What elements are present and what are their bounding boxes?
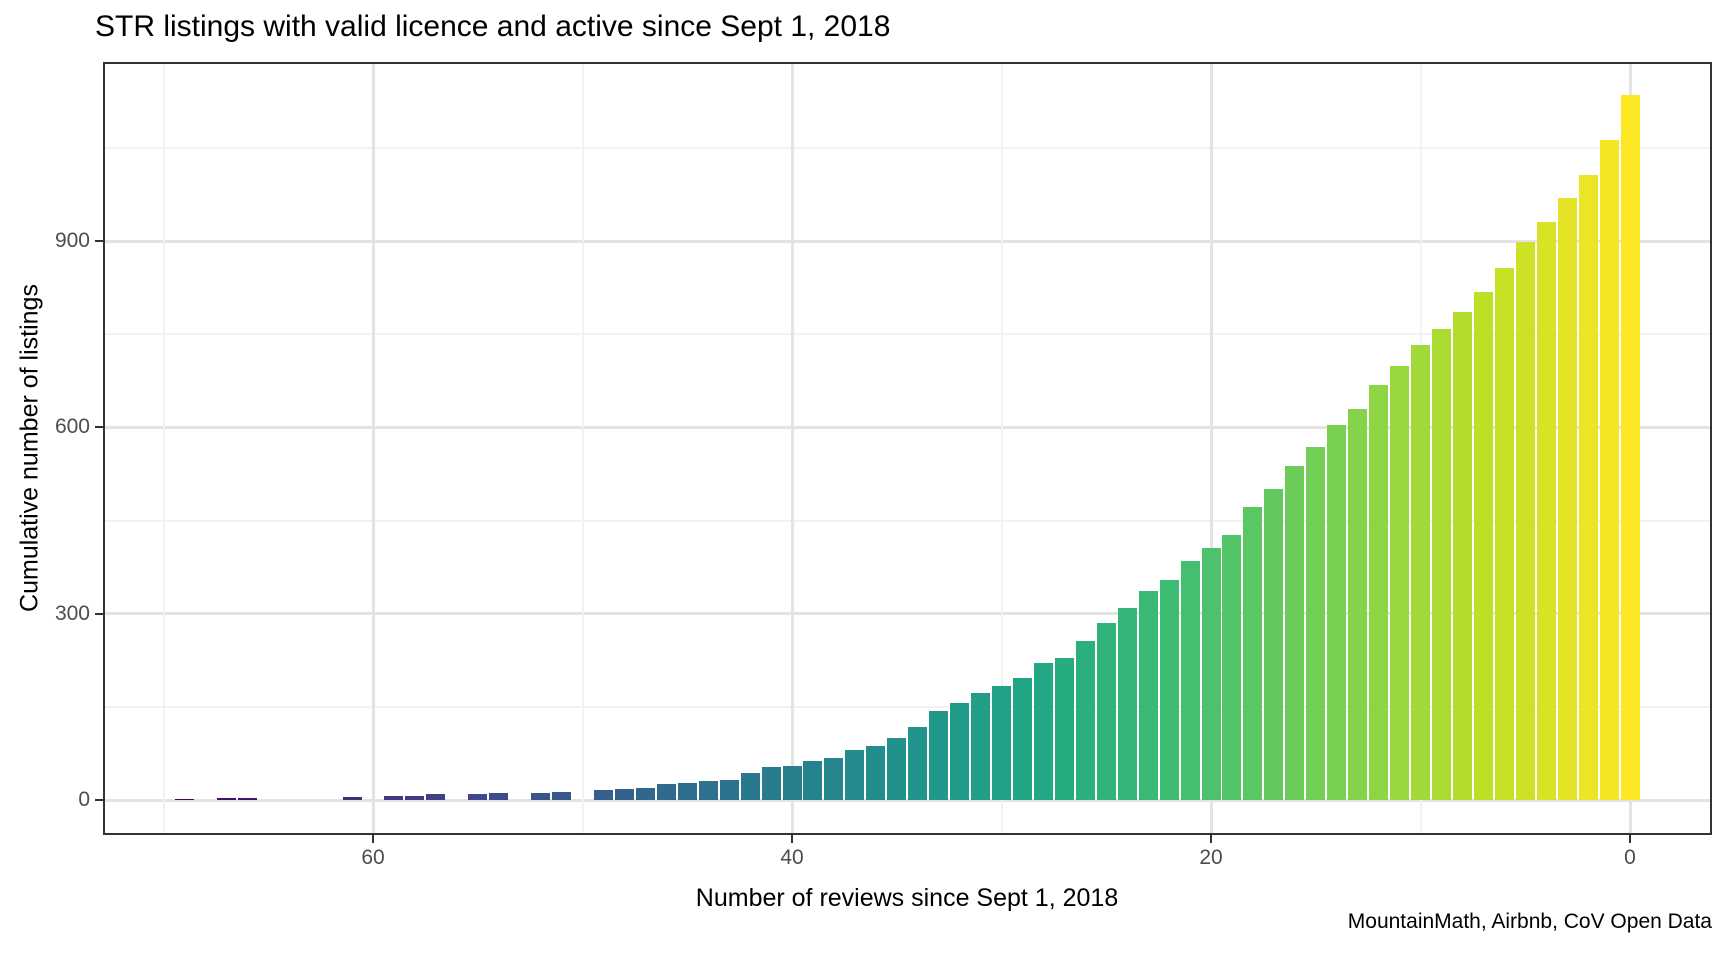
x-gridline-60	[371, 62, 375, 835]
y-tick-label-900: 900	[54, 229, 90, 252]
bar-reviews-7	[1473, 291, 1493, 800]
bar-reviews-22	[1159, 579, 1179, 800]
x-tick-40	[791, 835, 793, 843]
bar-reviews-57	[426, 794, 446, 800]
bar-reviews-42	[740, 772, 760, 800]
bar-reviews-18	[1243, 506, 1263, 800]
bar-reviews-58	[405, 795, 425, 800]
bar-reviews-33	[929, 711, 949, 800]
y-gridline-0	[103, 798, 1712, 802]
bar-reviews-2	[1578, 175, 1598, 800]
y-tick-600	[95, 426, 103, 429]
bar-reviews-26	[1075, 640, 1095, 800]
bar-reviews-52	[531, 792, 551, 800]
y-tick-900	[95, 240, 103, 242]
bar-reviews-44	[698, 780, 718, 800]
y-minor-gridline-1050	[103, 146, 1712, 149]
bar-reviews-36	[866, 745, 886, 800]
bar-reviews-3	[1557, 197, 1577, 800]
bar-reviews-67	[216, 798, 236, 800]
bar-reviews-31	[971, 693, 991, 800]
y-minor-gridline-450	[103, 519, 1712, 522]
attribution-text: MountainMath, Airbnb, CoV Open Data	[1347, 910, 1712, 933]
bar-reviews-8	[1452, 312, 1472, 800]
bar-reviews-15	[1306, 446, 1326, 800]
bar-reviews-37	[845, 749, 865, 800]
chart-title: STR listings with valid licence and acti…	[95, 10, 891, 43]
y-gridline-300	[103, 612, 1712, 616]
bar-reviews-54	[489, 793, 509, 800]
bar-reviews-32	[950, 703, 970, 800]
bar-reviews-0	[1620, 95, 1640, 800]
bar-reviews-46	[656, 783, 676, 800]
bar-reviews-12	[1369, 385, 1389, 800]
x-tick-label-60: 60	[361, 846, 385, 869]
bar-reviews-45	[677, 782, 697, 800]
y-axis-title: Cumulative number of listings	[15, 284, 44, 612]
bar-reviews-19	[1222, 534, 1242, 800]
bar-reviews-48	[614, 788, 634, 800]
bar-reviews-40	[782, 765, 802, 800]
bar-reviews-38	[824, 757, 844, 800]
x-gridline-40	[790, 62, 794, 835]
bar-reviews-20	[1201, 547, 1221, 800]
bar-reviews-13	[1348, 409, 1368, 800]
x-tick-0	[1629, 835, 1631, 843]
bar-reviews-51	[552, 791, 572, 800]
y-tick-0	[95, 799, 103, 801]
x-tick-20	[1210, 835, 1212, 843]
bar-reviews-69	[174, 798, 194, 800]
bar-reviews-61	[342, 796, 362, 800]
bar-reviews-66	[237, 797, 257, 800]
x-gridline-20	[1209, 62, 1213, 835]
bar-reviews-24	[1117, 608, 1137, 800]
y-tick-label-0: 0	[78, 788, 90, 811]
bar-reviews-25	[1096, 622, 1116, 800]
bar-reviews-23	[1138, 591, 1158, 800]
bar-reviews-16	[1285, 466, 1305, 800]
plot-panel	[103, 62, 1712, 835]
y-minor-gridline-750	[103, 333, 1712, 336]
x-minor-gridline-70	[162, 62, 165, 835]
x-tick-label-20: 20	[1199, 846, 1223, 869]
bar-reviews-5	[1515, 242, 1535, 800]
y-minor-gridline-150	[103, 705, 1712, 708]
bar-reviews-29	[1012, 678, 1032, 800]
bar-reviews-1	[1599, 140, 1619, 800]
bar-reviews-6	[1494, 268, 1514, 800]
y-tick-label-300: 300	[54, 601, 90, 625]
x-axis-title: Number of reviews since Sept 1, 2018	[695, 884, 1119, 912]
bar-reviews-34	[908, 726, 928, 800]
bar-reviews-9	[1431, 329, 1451, 800]
bar-reviews-49	[593, 790, 613, 800]
y-gridline-900	[103, 239, 1712, 243]
bar-reviews-59	[384, 796, 404, 800]
x-minor-gridline-50	[581, 62, 584, 835]
bar-reviews-10	[1411, 344, 1430, 800]
bar-reviews-27	[1054, 657, 1074, 800]
y-tick-label-600: 600	[54, 415, 90, 439]
x-minor-gridline-30	[1000, 62, 1003, 835]
bar-reviews-14	[1327, 424, 1347, 800]
bar-reviews-28	[1033, 662, 1053, 800]
bar-reviews-11	[1390, 366, 1410, 800]
bar-reviews-35	[887, 737, 907, 800]
bar-reviews-39	[803, 761, 823, 800]
bar-reviews-30	[992, 685, 1011, 800]
bar-reviews-41	[761, 767, 781, 800]
bar-reviews-4	[1536, 222, 1556, 800]
x-tick-60	[372, 835, 374, 843]
bar-reviews-47	[635, 787, 655, 800]
bar-reviews-21	[1180, 561, 1200, 800]
x-tick-label-40: 40	[780, 846, 804, 869]
bar-reviews-55	[468, 793, 488, 800]
bar-reviews-43	[719, 779, 739, 800]
y-tick-300	[95, 612, 103, 615]
bar-reviews-17	[1264, 488, 1284, 800]
x-tick-label-0: 0	[1624, 846, 1636, 869]
y-gridline-600	[103, 425, 1712, 429]
